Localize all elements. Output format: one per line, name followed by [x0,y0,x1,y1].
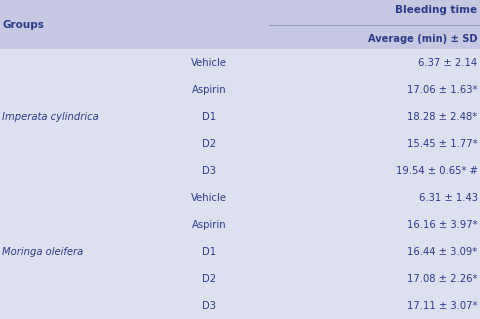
Text: 17.08 ± 2.26*: 17.08 ± 2.26* [407,274,478,284]
Text: D1: D1 [202,112,216,122]
Text: D3: D3 [202,166,216,176]
Text: 15.45 ± 1.77*: 15.45 ± 1.77* [407,139,478,149]
Text: 18.28 ± 2.48*: 18.28 ± 2.48* [408,112,478,122]
Text: 19.54 ± 0.65* #: 19.54 ± 0.65* # [396,166,478,176]
Bar [0,103,480,130]
Text: Aspirin: Aspirin [192,220,226,230]
Text: 17.11 ± 3.07*: 17.11 ± 3.07* [407,300,478,310]
Text: Aspirin: Aspirin [192,85,226,95]
Bar [0,211,480,238]
Bar [0,238,480,265]
Text: 17.06 ± 1.63*: 17.06 ± 1.63* [407,85,478,95]
Text: 6.37 ± 2.14: 6.37 ± 2.14 [419,58,478,68]
Text: Vehicle: Vehicle [191,193,227,203]
Text: D2: D2 [202,274,216,284]
Bar [0,49,480,77]
Text: Vehicle: Vehicle [191,58,227,68]
Text: Moringa oleifera: Moringa oleifera [2,247,84,256]
Bar [0,292,480,319]
Bar [0,265,480,292]
Text: 16.16 ± 3.97*: 16.16 ± 3.97* [407,220,478,230]
Text: 6.31 ± 1.43: 6.31 ± 1.43 [419,193,478,203]
Text: 16.44 ± 3.09*: 16.44 ± 3.09* [408,247,478,256]
Text: Average (min) ± SD: Average (min) ± SD [368,33,478,44]
Text: Groups: Groups [2,20,44,30]
Bar [0,77,480,103]
Bar [0,130,480,157]
Text: D3: D3 [202,300,216,310]
Bar [0,0,480,49]
Bar [0,184,480,211]
Text: Imperata cylindrica: Imperata cylindrica [2,112,99,122]
Text: D1: D1 [202,247,216,256]
Text: Bleeding time: Bleeding time [396,5,478,15]
Text: D2: D2 [202,139,216,149]
Bar [0,157,480,184]
